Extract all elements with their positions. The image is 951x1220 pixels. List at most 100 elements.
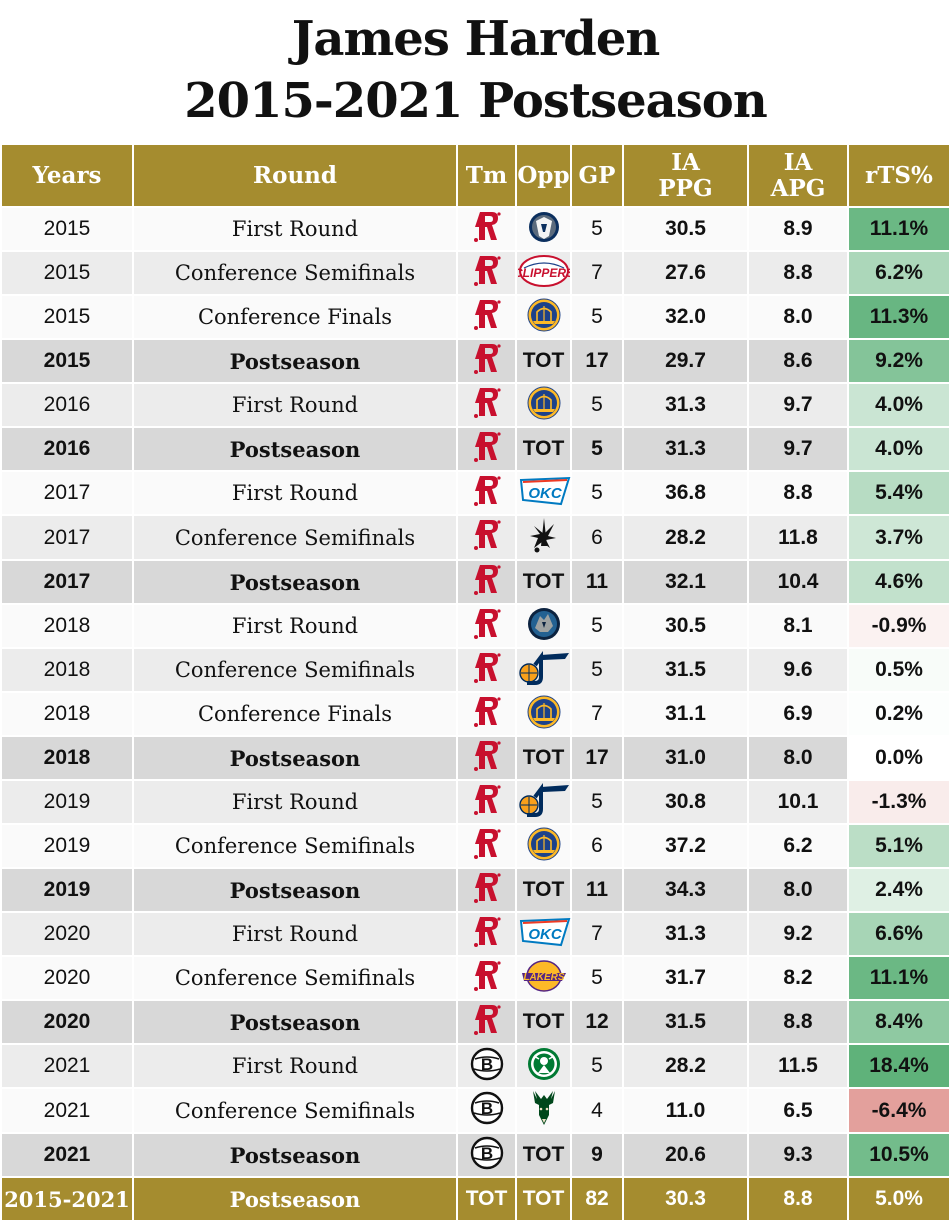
cell-gp: 5 bbox=[571, 1043, 624, 1088]
cell-ppg: 29.7 bbox=[623, 338, 749, 383]
cell-ppg: 31.0 bbox=[623, 735, 749, 780]
cell-apg: 11.5 bbox=[748, 1043, 849, 1088]
cell-apg: 8.6 bbox=[748, 338, 849, 383]
cell-year: 2015 bbox=[2, 294, 134, 339]
cell-year: 2020 bbox=[2, 955, 134, 1000]
cell-ppg: 30.5 bbox=[623, 206, 749, 251]
cell-round: Conference Semifinals bbox=[133, 823, 458, 868]
cell-year: 2016 bbox=[2, 382, 134, 427]
cell-rts: 0.5% bbox=[848, 647, 949, 692]
cell-rts: 2.4% bbox=[848, 867, 949, 912]
rockets-icon bbox=[472, 254, 502, 293]
cell-gp: 5 bbox=[571, 382, 624, 427]
cell-round: Conference Finals bbox=[133, 294, 458, 339]
rockets-icon bbox=[472, 342, 502, 381]
cell-round: Postseason bbox=[133, 1132, 458, 1177]
cell-round: Postseason bbox=[133, 426, 458, 471]
cell-year: 2019 bbox=[2, 867, 134, 912]
cell-tm bbox=[457, 250, 517, 295]
cell-opp bbox=[516, 823, 572, 868]
total-tm: TOT bbox=[457, 1176, 517, 1220]
cell-apg: 10.1 bbox=[748, 779, 849, 824]
cell-tm bbox=[457, 338, 517, 383]
cell-ppg: 31.3 bbox=[623, 911, 749, 956]
cell-opp: TOT bbox=[516, 867, 572, 912]
cell-round: Postseason bbox=[133, 559, 458, 604]
cell-apg: 8.2 bbox=[748, 955, 849, 1000]
cell-tm bbox=[457, 294, 517, 339]
total-opp: TOT bbox=[516, 1176, 572, 1220]
rockets-icon bbox=[472, 827, 502, 866]
cell-rts: 11.3% bbox=[848, 294, 949, 339]
cell-apg: 9.6 bbox=[748, 647, 849, 692]
warriors-icon bbox=[526, 297, 562, 338]
cell-year: 2018 bbox=[2, 691, 134, 736]
cell-ppg: 31.3 bbox=[623, 426, 749, 471]
cell-opp: TOT bbox=[516, 1132, 572, 1177]
cell-opp: OKC bbox=[516, 470, 572, 515]
cell-rts: 0.0% bbox=[848, 735, 949, 780]
cell-tm bbox=[457, 867, 517, 912]
season-total-row: 2021 Postseason B TOT 9 20.6 9.3 10.5% bbox=[2, 1132, 949, 1177]
season-total-row: 2016 Postseason TOT 5 31.3 9.7 4.0% bbox=[2, 426, 949, 471]
cell-gp: 7 bbox=[571, 911, 624, 956]
cell-gp: 17 bbox=[571, 338, 624, 383]
rockets-icon bbox=[472, 298, 502, 337]
rockets-icon bbox=[472, 695, 502, 734]
rockets-icon bbox=[472, 563, 502, 602]
cell-tm bbox=[457, 823, 517, 868]
cell-opp bbox=[516, 691, 572, 736]
cell-year: 2017 bbox=[2, 559, 134, 604]
cell-apg: 6.2 bbox=[748, 823, 849, 868]
cell-gp: 6 bbox=[571, 823, 624, 868]
cell-round: First Round bbox=[133, 911, 458, 956]
nets-icon: B bbox=[470, 1047, 504, 1086]
rockets-icon bbox=[472, 1003, 502, 1042]
cell-gp: 12 bbox=[571, 999, 624, 1044]
rockets-icon bbox=[472, 210, 502, 249]
header-ppg-line1: IA bbox=[671, 148, 700, 176]
table-row: 2019 Conference Semifinals 6 37.2 6.2 5.1% bbox=[2, 823, 949, 868]
rockets-icon bbox=[472, 783, 502, 822]
table-row: 2015 Conference Finals 5 32.0 8.0 11.3% bbox=[2, 294, 949, 339]
page-subtitle: 2015-2021 Postseason bbox=[184, 73, 767, 129]
cell-rts: 9.2% bbox=[848, 338, 949, 383]
season-total-row: 2018 Postseason TOT 17 31.0 8.0 0.0% bbox=[2, 735, 949, 780]
cell-ppg: 31.7 bbox=[623, 955, 749, 1000]
cell-round: First Round bbox=[133, 382, 458, 427]
warriors-icon bbox=[526, 385, 562, 426]
warriors-icon bbox=[526, 694, 562, 735]
cell-apg: 8.8 bbox=[748, 470, 849, 515]
total-round: Postseason bbox=[133, 1176, 458, 1220]
celtics-icon bbox=[526, 1046, 562, 1087]
season-total-row: 2020 Postseason TOT 12 31.5 8.8 8.4% bbox=[2, 999, 949, 1044]
table-row: 2015 First Round 5 30.5 8.9 11.1% bbox=[2, 206, 949, 251]
cell-ppg: 32.1 bbox=[623, 559, 749, 604]
cell-opp: LAKERS bbox=[516, 955, 572, 1000]
season-total-row: 2017 Postseason TOT 11 32.1 10.4 4.6% bbox=[2, 559, 949, 604]
cell-apg: 9.7 bbox=[748, 426, 849, 471]
table-row: 2017 First Round OKC 5 36.8 8.8 5.4% bbox=[2, 470, 949, 515]
cell-ppg: 27.6 bbox=[623, 250, 749, 295]
nets-icon: B bbox=[470, 1136, 504, 1175]
season-total-row: 2015 Postseason TOT 17 29.7 8.6 9.2% bbox=[2, 338, 949, 383]
cell-round: Postseason bbox=[133, 999, 458, 1044]
stats-table: Years Round Tm Opp GP IA PPG IA APG rTS% 2… bbox=[2, 145, 949, 1220]
svg-text:CLIPPERS: CLIPPERS bbox=[518, 266, 570, 280]
total-gp: 82 bbox=[571, 1176, 624, 1220]
cell-round: First Round bbox=[133, 470, 458, 515]
svg-text:OKC: OKC bbox=[528, 485, 563, 502]
title-block: James Harden 2015-2021 Postseason bbox=[0, 0, 951, 145]
cell-rts: 4.6% bbox=[848, 559, 949, 604]
jazz-icon bbox=[517, 650, 571, 690]
cell-rts: 5.1% bbox=[848, 823, 949, 868]
cell-rts: 11.1% bbox=[848, 206, 949, 251]
cell-gp: 5 bbox=[571, 206, 624, 251]
mavericks-icon bbox=[527, 210, 561, 249]
cell-tm bbox=[457, 647, 517, 692]
cell-gp: 5 bbox=[571, 426, 624, 471]
cell-year: 2021 bbox=[2, 1043, 134, 1088]
cell-rts: 11.1% bbox=[848, 955, 949, 1000]
table-body: 2015 First Round 5 30.5 8.9 11.1% 2015 Conferen… bbox=[2, 206, 949, 1177]
cell-apg: 8.0 bbox=[748, 294, 849, 339]
